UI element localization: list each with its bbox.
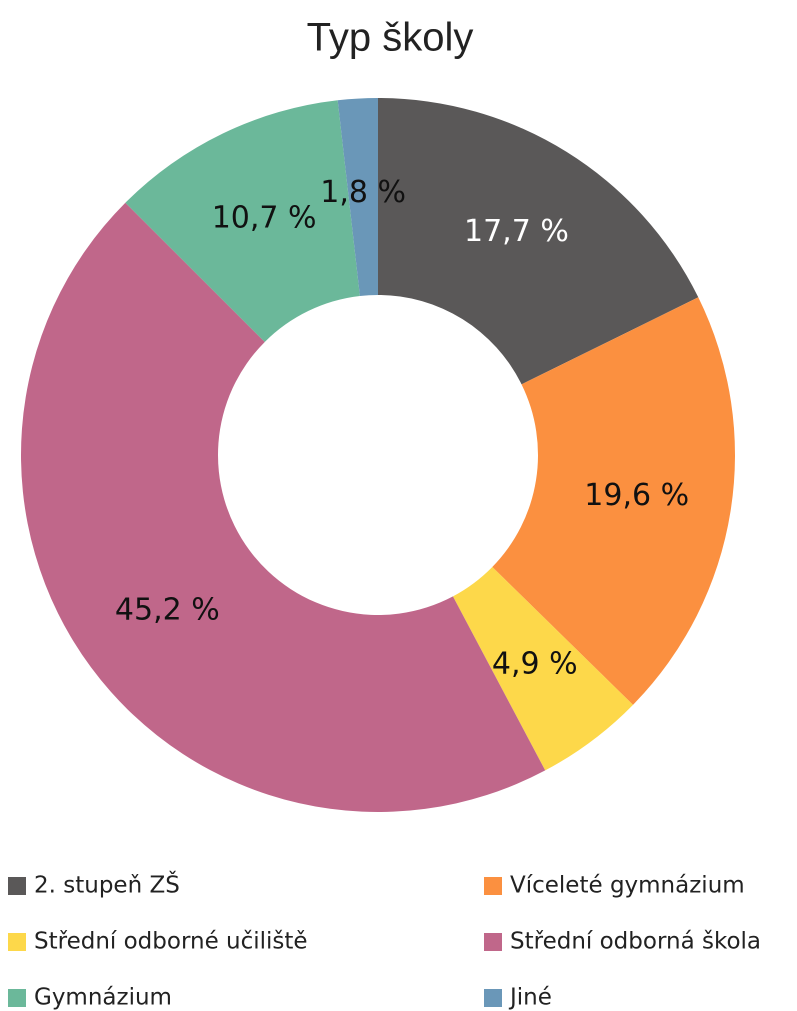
legend-label: Gymnázium bbox=[34, 985, 172, 1011]
legend-label: Střední odborná škola bbox=[510, 929, 761, 955]
chart-title: Typ školy bbox=[307, 16, 474, 60]
legend-swatch bbox=[484, 933, 502, 951]
donut-slice bbox=[492, 297, 735, 705]
data-label: 4,9 % bbox=[492, 646, 578, 681]
data-label: 1,8 % bbox=[320, 175, 406, 210]
donut-slice bbox=[125, 100, 360, 342]
legend-label: Víceleté gymnázium bbox=[510, 873, 745, 899]
data-label: 10,7 % bbox=[212, 201, 317, 236]
legend-swatch bbox=[8, 989, 26, 1007]
legend-label: Jiné bbox=[508, 985, 552, 1011]
data-label: 19,6 % bbox=[584, 478, 689, 513]
legend-swatch bbox=[484, 989, 502, 1007]
donut-slice bbox=[21, 202, 546, 813]
legend-swatch bbox=[8, 933, 26, 951]
donut-slice bbox=[337, 98, 378, 297]
donut-slice bbox=[378, 98, 699, 385]
data-label: 45,2 % bbox=[115, 592, 220, 627]
donut-slice bbox=[452, 566, 634, 771]
legend-label: 2. stupeň ZŠ bbox=[34, 871, 180, 899]
legend-swatch bbox=[8, 877, 26, 895]
legend-swatch bbox=[484, 877, 502, 895]
data-label: 17,7 % bbox=[464, 214, 569, 249]
legend-label: Střední odborné učiliště bbox=[34, 929, 308, 955]
